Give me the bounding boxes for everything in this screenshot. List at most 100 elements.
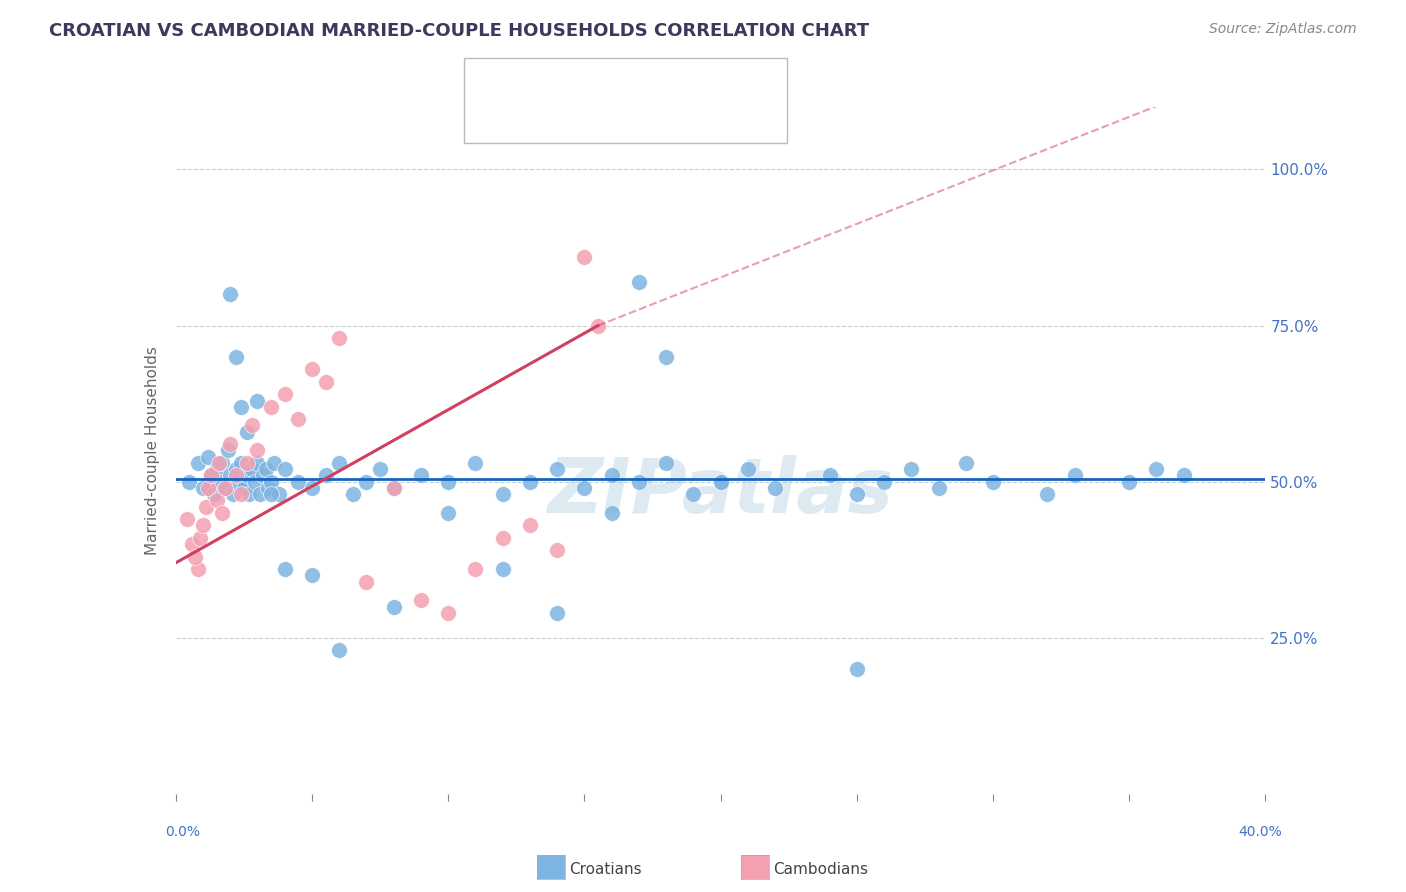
Point	[519, 518, 541, 533]
Point	[197, 481, 219, 495]
Point	[184, 549, 207, 564]
Point	[409, 593, 432, 607]
Point	[682, 487, 704, 501]
Point	[1118, 475, 1140, 489]
Text: Cambodians: Cambodians	[773, 863, 869, 877]
Point	[208, 475, 231, 489]
Point	[274, 387, 297, 401]
Point	[200, 468, 222, 483]
Text: 40.0%: 40.0%	[1239, 825, 1282, 838]
Point	[269, 487, 291, 501]
Point	[214, 481, 236, 495]
Point	[382, 599, 405, 614]
Point	[246, 456, 269, 470]
Point	[225, 350, 247, 364]
Point	[437, 506, 460, 520]
Point	[225, 462, 247, 476]
Point	[191, 518, 214, 533]
Point	[546, 543, 568, 558]
Point	[191, 481, 214, 495]
Point	[737, 462, 759, 476]
Point	[328, 331, 350, 345]
Point	[301, 481, 323, 495]
Point	[315, 468, 337, 483]
Point	[260, 475, 283, 489]
Point	[219, 468, 242, 483]
Point	[655, 350, 678, 364]
Point	[409, 468, 432, 483]
Point	[437, 606, 460, 620]
Point	[627, 475, 650, 489]
Point	[228, 475, 250, 489]
Point	[873, 475, 896, 489]
Point	[287, 475, 309, 489]
Point	[710, 475, 733, 489]
Point	[1063, 468, 1085, 483]
Point	[763, 481, 786, 495]
Point	[238, 487, 260, 501]
Point	[176, 512, 198, 526]
Text: R = 0.000   N = 82: R = 0.000 N = 82	[524, 82, 669, 96]
Point	[492, 487, 515, 501]
Point	[219, 437, 242, 451]
Point	[600, 468, 623, 483]
Text: ZIPatlas: ZIPatlas	[547, 455, 894, 529]
Point	[981, 475, 1004, 489]
Point	[274, 462, 297, 476]
Text: CROATIAN VS CAMBODIAN MARRIED-COUPLE HOUSEHOLDS CORRELATION CHART: CROATIAN VS CAMBODIAN MARRIED-COUPLE HOU…	[49, 22, 869, 40]
Point	[197, 450, 219, 464]
Point	[492, 562, 515, 576]
Point	[246, 393, 269, 408]
Point	[900, 462, 922, 476]
Point	[301, 568, 323, 582]
Point	[231, 487, 253, 501]
Point	[240, 418, 263, 433]
Point	[464, 456, 486, 470]
Point	[818, 468, 841, 483]
Point	[263, 456, 285, 470]
Point	[186, 562, 209, 576]
Point	[225, 468, 247, 483]
Point	[231, 456, 253, 470]
Point	[222, 487, 245, 501]
Point	[243, 475, 266, 489]
Point	[235, 456, 257, 470]
Point	[492, 531, 515, 545]
Point	[208, 456, 231, 470]
Point	[202, 487, 225, 501]
Point	[437, 475, 460, 489]
Point	[655, 456, 678, 470]
Text: R =  0.383   N = 35: R = 0.383 N = 35	[524, 109, 673, 123]
Point	[260, 487, 283, 501]
Point	[328, 456, 350, 470]
Point	[546, 606, 568, 620]
Point	[200, 468, 222, 483]
Point	[356, 574, 378, 589]
Point	[1146, 462, 1168, 476]
Point	[710, 475, 733, 489]
Point	[574, 250, 596, 264]
Point	[232, 481, 254, 495]
Point	[955, 456, 977, 470]
Point	[274, 562, 297, 576]
Point	[257, 481, 280, 495]
Point	[546, 462, 568, 476]
Point	[205, 493, 228, 508]
Point	[186, 456, 209, 470]
Text: Croatians: Croatians	[569, 863, 643, 877]
Point	[214, 481, 236, 495]
Point	[301, 362, 323, 376]
Point	[254, 462, 277, 476]
Point	[464, 562, 486, 576]
Text: Source: ZipAtlas.com: Source: ZipAtlas.com	[1209, 22, 1357, 37]
Point	[217, 443, 239, 458]
Point	[928, 481, 950, 495]
Point	[211, 506, 233, 520]
Point	[845, 662, 868, 676]
Point	[231, 400, 253, 414]
Point	[356, 475, 378, 489]
Point	[181, 537, 204, 551]
Point	[260, 400, 283, 414]
Point	[194, 500, 217, 514]
Point	[249, 487, 271, 501]
